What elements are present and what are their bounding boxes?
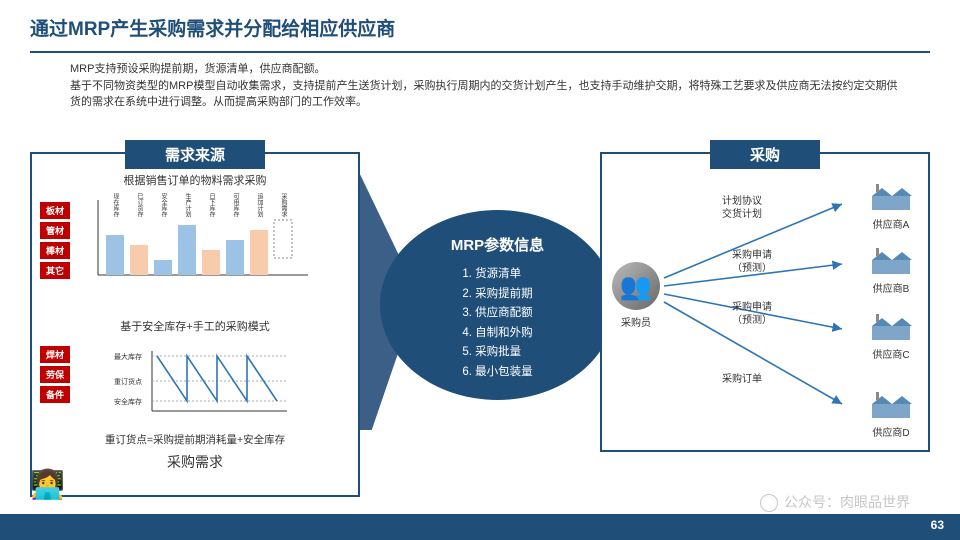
factory-icon <box>868 312 914 344</box>
supplier-label: 供应商B <box>868 280 914 295</box>
tag: 管材 <box>40 222 70 239</box>
wechat-icon <box>760 494 778 512</box>
chart-sales: 现在库存 已订货存 安全库存 生产计划 日下库存 可用库存 追加计划 采购需求 <box>88 190 318 290</box>
left-sub1: 根据销售订单的物料需求采购 <box>32 172 358 188</box>
svg-text:可用库存: 可用库存 <box>232 193 239 217</box>
supplier-label: 供应商A <box>868 216 914 231</box>
svg-text:重订货点: 重订货点 <box>114 377 142 386</box>
arrow-label: 采购申请 （预测） <box>732 302 772 327</box>
svg-text:最大库存: 最大库存 <box>114 352 142 361</box>
list-item: 1. 货源清单 <box>462 265 532 285</box>
svg-text:生产计划: 生产计划 <box>184 192 191 217</box>
svg-text:现在库存: 现在库存 <box>112 193 119 217</box>
tag: 棒材 <box>40 242 70 259</box>
formula-2: 采购需求 <box>32 452 358 472</box>
panel-demand-source: 需求来源 根据销售订单的物料需求采购 板材 管材 棒材 其它 现在库存 已订货存… <box>30 152 360 497</box>
list-item: 2. 采购提前期 <box>462 285 532 305</box>
page-title: 通过MRP产生采购需求并分配给相应供应商 <box>30 14 930 41</box>
tag: 板材 <box>40 202 70 219</box>
supplier: 供应商C <box>868 312 914 361</box>
diagram-stage: 需求来源 根据销售订单的物料需求采购 板材 管材 棒材 其它 现在库存 已订货存… <box>30 140 930 500</box>
arrow-label: 采购申请 （预测） <box>732 250 772 275</box>
tag: 其它 <box>40 262 70 279</box>
svg-text:已订货存: 已订货存 <box>136 193 143 217</box>
person-icon: 👩‍💻 <box>30 468 65 501</box>
list-item: 3. 供应商配额 <box>462 304 532 324</box>
center-list: 1. 货源清单 2. 采购提前期 3. 供应商配额 4. 自制和外购 5. 采购… <box>462 265 532 382</box>
watermark: 公众号：肉眼品世界 <box>760 492 910 512</box>
panel-left-header: 需求来源 <box>125 140 265 169</box>
left-sub2: 基于安全库存+手工的采购模式 <box>32 318 358 334</box>
tag: 备件 <box>40 386 70 403</box>
desc-line1: MRP支持预设采购提前期，货源清单，供应商配额。 <box>70 61 900 78</box>
center-title: MRP参数信息 <box>380 234 615 255</box>
supplier-label: 供应商D <box>868 424 914 439</box>
factory-icon <box>868 390 914 422</box>
factory-icon <box>868 182 914 214</box>
arrow-label: 计划协议 交货计划 <box>722 196 762 221</box>
list-item: 5. 采购批量 <box>462 343 532 363</box>
factory-icon <box>868 246 914 278</box>
supplier: 供应商B <box>868 246 914 295</box>
chart-stock: 最大库存 重订货点 安全库存 <box>112 346 292 418</box>
supplier: 供应商A <box>868 182 914 231</box>
page-number: 63 <box>931 518 944 532</box>
svg-text:追加计划: 追加计划 <box>256 192 263 217</box>
supplier: 供应商D <box>868 390 914 439</box>
footer: 63 <box>0 514 960 540</box>
svg-text:安全库存: 安全库存 <box>160 192 167 217</box>
formula-1: 重订货点=采购提前期消耗量+安全库存 <box>32 432 358 447</box>
svg-text:安全库存: 安全库存 <box>114 397 142 406</box>
left-tags2: 焊材 劳保 备件 <box>40 346 70 403</box>
desc-line2: 基于不同物资类型的MRP模型自动收集需求，支持提前产生送货计划，采购执行周期内的… <box>70 78 900 111</box>
tag: 劳保 <box>40 366 70 383</box>
arrow-label: 采购订单 <box>722 374 762 387</box>
list-item: 6. 最小包装量 <box>462 363 532 383</box>
svg-text:日下库存: 日下库存 <box>208 193 215 217</box>
supplier-label: 供应商C <box>868 346 914 361</box>
mrp-params: MRP参数信息 1. 货源清单 2. 采购提前期 3. 供应商配额 4. 自制和… <box>380 210 615 400</box>
tag: 焊材 <box>40 346 70 363</box>
list-item: 4. 自制和外购 <box>462 324 532 344</box>
panel-purchase: 采购 👥 采购员 计划协议 交货计划 采购申请 （预测） 采购申请 （预测） 采… <box>600 152 930 452</box>
svg-text:采购需求: 采购需求 <box>280 192 287 217</box>
description: MRP支持预设采购提前期，货源清单，供应商配额。 基于不同物资类型的MRP模型自… <box>0 53 960 111</box>
left-tags1: 板材 管材 棒材 其它 <box>40 202 70 279</box>
